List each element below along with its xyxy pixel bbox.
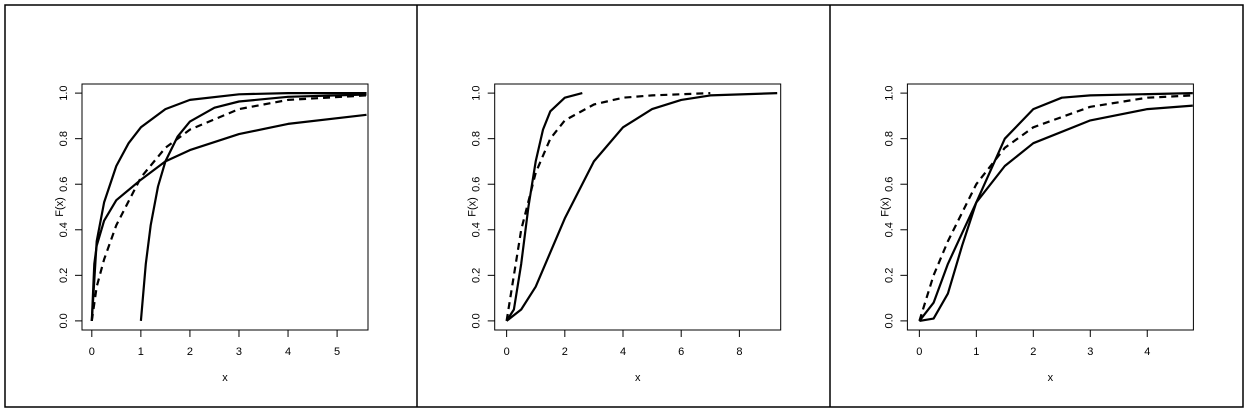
x-tick-label: 8 xyxy=(736,346,742,358)
plot-box xyxy=(81,83,369,331)
x-axis-label: x xyxy=(1048,372,1054,384)
x-tick-label: 0 xyxy=(504,346,510,358)
y-tick-label: 1.0 xyxy=(471,85,483,100)
y-tick-label: 0.8 xyxy=(883,131,895,146)
x-tick-label: 3 xyxy=(236,346,242,358)
x-tick-label: 2 xyxy=(1030,346,1036,358)
cdf-line xyxy=(505,92,778,322)
y-tick-label: 0.0 xyxy=(471,313,483,328)
y-tick-label: 0.8 xyxy=(58,131,70,146)
cdf-line xyxy=(919,92,1193,322)
cdf-line xyxy=(90,92,367,321)
x-axis-label: x xyxy=(222,372,228,384)
y-tick-label: 0.6 xyxy=(58,177,70,192)
y-tick-label: 1.0 xyxy=(58,85,70,100)
y-tick-label: 0.2 xyxy=(471,268,483,283)
y-tick-label: 0.4 xyxy=(58,222,70,237)
figure-border xyxy=(4,4,1244,408)
x-tick-label: 6 xyxy=(678,346,684,358)
x-tick-label: 0 xyxy=(89,346,95,358)
x-tick-label: 2 xyxy=(187,346,193,358)
x-tick-label: 4 xyxy=(1144,346,1150,358)
y-tick-label: 0.2 xyxy=(883,268,895,283)
y-tick-label: 0.6 xyxy=(883,177,895,192)
x-tick-label: 0 xyxy=(916,346,922,358)
y-axis-label: F(x) xyxy=(879,197,891,217)
cdf-line xyxy=(505,92,583,322)
y-axis-label: F(x) xyxy=(467,197,479,217)
plot-box xyxy=(906,83,1194,331)
x-tick-label: 5 xyxy=(334,346,340,358)
x-tick-label: 1 xyxy=(138,346,144,358)
cdf-line xyxy=(505,92,711,322)
y-tick-label: 0.8 xyxy=(471,131,483,146)
y-tick-label: 0.4 xyxy=(883,222,895,237)
y-tick-label: 0.4 xyxy=(471,222,483,237)
x-tick-label: 1 xyxy=(973,346,979,358)
y-tick-label: 0.2 xyxy=(58,268,70,283)
x-tick-label: 4 xyxy=(285,346,291,358)
y-tick-label: 0.0 xyxy=(883,313,895,328)
x-tick-label: 4 xyxy=(620,346,626,358)
plot-box xyxy=(494,83,782,331)
cdf-line xyxy=(918,94,1193,322)
cdf-line xyxy=(918,104,1193,322)
y-tick-label: 1.0 xyxy=(883,85,895,100)
cdf-line xyxy=(90,94,367,322)
x-axis-label: x xyxy=(635,372,641,384)
cdf-line xyxy=(139,93,367,321)
cdf-line xyxy=(90,113,367,321)
y-tick-label: 0.0 xyxy=(58,313,70,328)
x-tick-label: 2 xyxy=(562,346,568,358)
y-tick-label: 0.6 xyxy=(471,177,483,192)
y-axis-label: F(x) xyxy=(54,197,66,217)
x-tick-label: 3 xyxy=(1087,346,1093,358)
